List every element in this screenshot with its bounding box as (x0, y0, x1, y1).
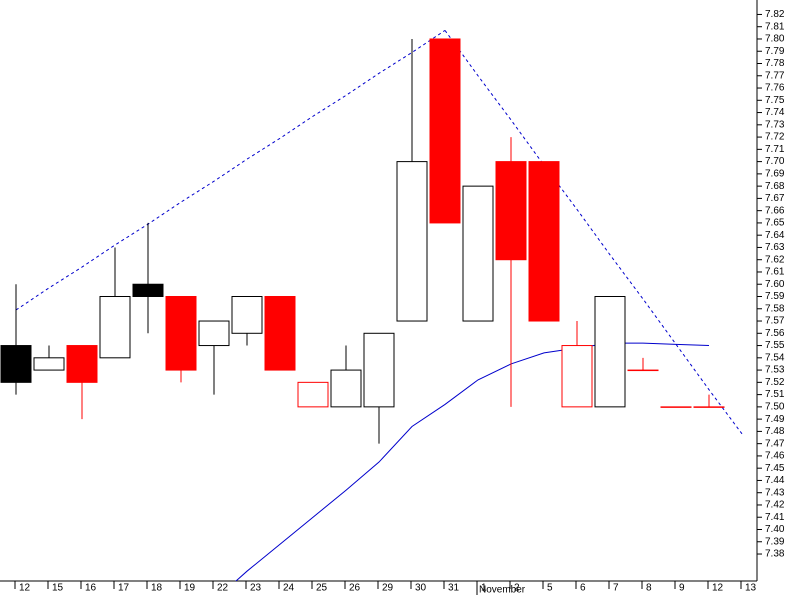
y-tick-label: 7.76 (765, 83, 785, 94)
x-tick-label: 25 (316, 583, 328, 594)
candle-body (33, 357, 65, 371)
y-tick-label: 7.82 (765, 9, 785, 20)
plot-area (0, 29, 743, 581)
candle-body (99, 296, 131, 359)
x-tick-label: 1 (481, 583, 487, 594)
x-tick-label: 15 (52, 583, 64, 594)
y-tick-label: 7.44 (765, 475, 785, 486)
x-tick-label: 6 (580, 583, 586, 594)
x-tick-label: 13 (745, 583, 757, 594)
candle-body (462, 185, 494, 322)
y-tick-label: 7.65 (765, 218, 785, 229)
candle-body (231, 296, 263, 334)
line-series (15, 29, 446, 311)
x-tick-label: 8 (646, 583, 652, 594)
candle-body (264, 296, 296, 371)
y-tick-label: 7.45 (765, 463, 785, 474)
x-tick-label: 9 (679, 583, 685, 594)
y-tick-label: 7.55 (765, 340, 785, 351)
x-tick-label: 22 (217, 583, 229, 594)
x-tick-label: 7 (613, 583, 619, 594)
x-tick-label: 17 (118, 583, 130, 594)
y-tick-label: 7.73 (765, 119, 785, 130)
y-tick-label: 7.40 (765, 524, 785, 535)
candle-body (363, 332, 395, 408)
y-tick-label: 7.60 (765, 279, 785, 290)
y-tick-label: 7.63 (765, 242, 785, 253)
y-tick-label: 7.77 (765, 70, 785, 81)
candle-body (396, 161, 428, 322)
y-tick-label: 7.48 (765, 426, 785, 437)
y-tick-label: 7.68 (765, 181, 785, 192)
y-tick-label: 7.38 (765, 549, 785, 560)
x-tick-label: 19 (184, 583, 196, 594)
x-tick-label: 5 (547, 583, 553, 594)
y-tick-label: 7.78 (765, 58, 785, 69)
x-tick-label: 2 (514, 583, 520, 594)
y-tick-label: 7.47 (765, 438, 785, 449)
y-tick-label: 7.59 (765, 291, 785, 302)
y-tick-label: 7.52 (765, 377, 785, 388)
x-tick-label: 26 (349, 583, 361, 594)
candle-body (693, 406, 725, 408)
y-tick-label: 7.57 (765, 316, 785, 327)
y-tick-label: 7.62 (765, 254, 785, 265)
x-tick-label: 29 (382, 583, 394, 594)
y-tick-label: 7.39 (765, 536, 785, 547)
candle-body (66, 345, 98, 383)
y-tick-label: 7.54 (765, 352, 785, 363)
y-tick-label: 7.49 (765, 414, 785, 425)
y-tick-label: 7.81 (765, 21, 785, 32)
candle-body (132, 283, 164, 297)
y-tick-label: 7.66 (765, 205, 785, 216)
x-tick-label: 31 (448, 583, 460, 594)
x-tick-label: 12 (712, 583, 724, 594)
y-tick-label: 7.51 (765, 389, 785, 400)
x-tick-label: 16 (85, 583, 97, 594)
y-tick-label: 7.67 (765, 193, 785, 204)
y-tick-label: 7.72 (765, 132, 785, 143)
candle-body (627, 369, 659, 372)
candle-body (660, 406, 692, 408)
y-tick-label: 7.70 (765, 156, 785, 167)
y-tick-label: 7.80 (765, 34, 785, 45)
x-tick-label: 12 (19, 583, 31, 594)
candle-body (297, 381, 329, 408)
y-tick-label: 7.53 (765, 365, 785, 376)
y-tick-label: 7.41 (765, 512, 785, 523)
y-tick-label: 7.50 (765, 402, 785, 413)
x-tick-label: 23 (250, 583, 262, 594)
candle-body (330, 369, 362, 408)
y-tick-label: 7.58 (765, 303, 785, 314)
y-tick-label: 7.74 (765, 107, 785, 118)
candle-body (561, 345, 593, 408)
y-tick-label: 7.79 (765, 46, 785, 57)
x-group-label: November (479, 585, 526, 595)
y-tick-label: 7.43 (765, 487, 785, 498)
y-tick-label: 7.71 (765, 144, 785, 155)
y-tick-label: 7.64 (765, 230, 785, 241)
x-tick-label: 30 (415, 583, 427, 594)
candle-body (198, 320, 230, 347)
y-tick-label: 7.42 (765, 500, 785, 511)
candle-body (429, 38, 461, 224)
x-tick-label: 18 (151, 583, 163, 594)
y-tick-label: 7.75 (765, 95, 785, 106)
candle-body (0, 345, 32, 383)
y-tick-label: 7.61 (765, 267, 785, 278)
y-tick-label: 7.69 (765, 169, 785, 180)
candle-body (528, 161, 560, 322)
y-tick-label: 7.46 (765, 451, 785, 462)
candle-body (165, 296, 197, 371)
y-tick-label: 7.56 (765, 328, 785, 339)
line-series (235, 342, 710, 581)
candle-body (594, 296, 626, 408)
candle-body (495, 161, 527, 261)
x-tick-label: 24 (283, 583, 295, 594)
